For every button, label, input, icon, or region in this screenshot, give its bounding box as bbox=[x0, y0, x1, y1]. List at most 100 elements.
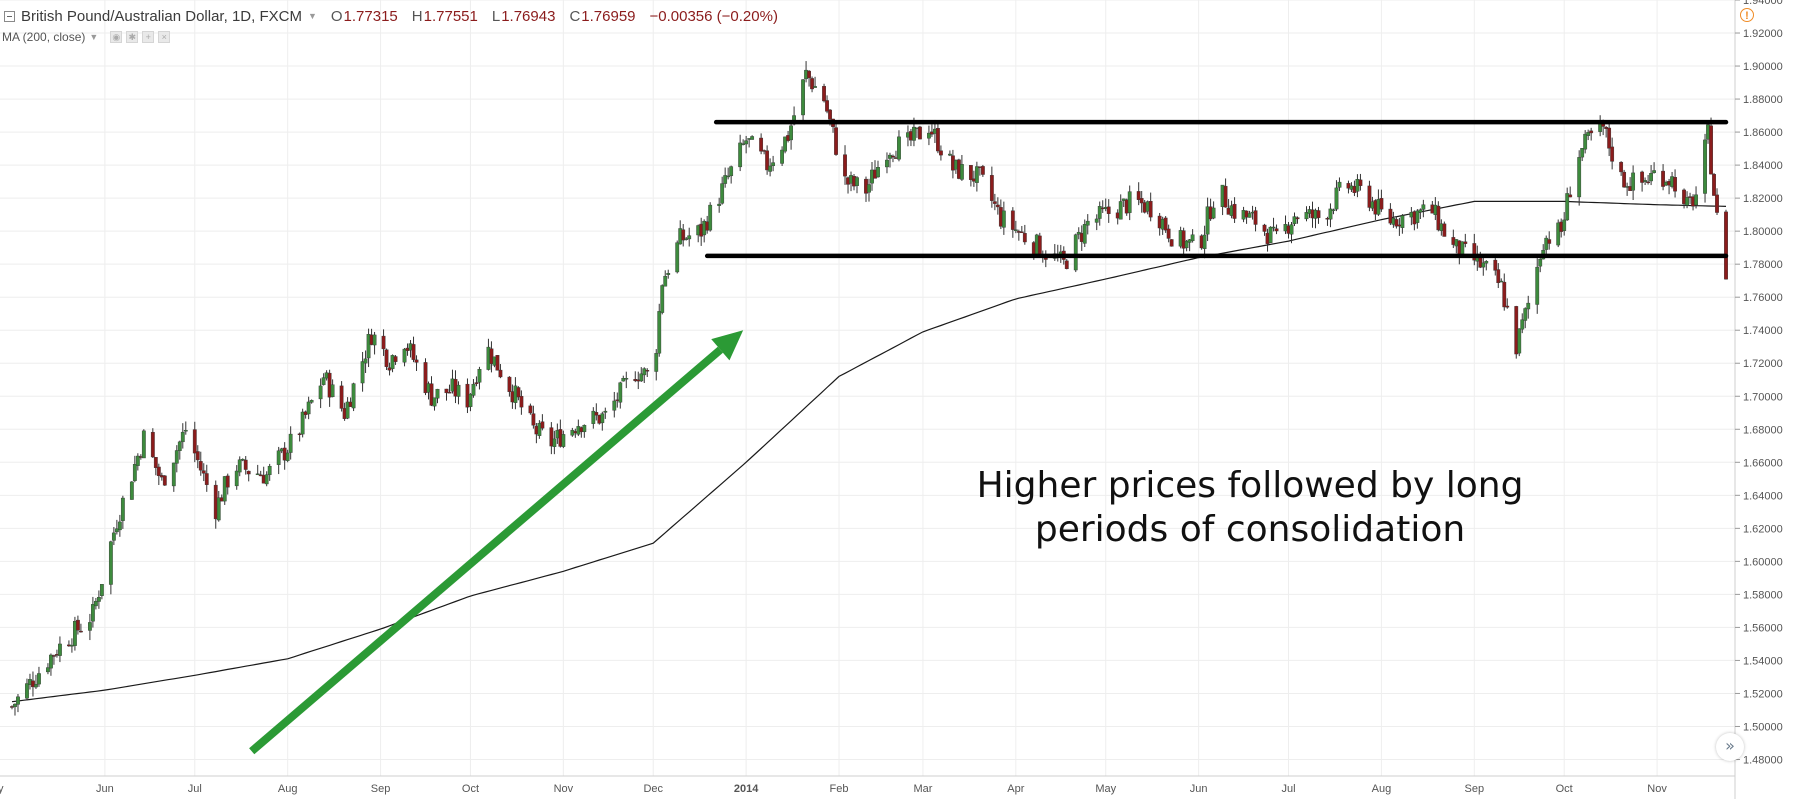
time-tick-label: y bbox=[0, 783, 4, 795]
candle-up bbox=[1520, 319, 1525, 330]
candle-up bbox=[974, 166, 979, 183]
candle-down bbox=[76, 619, 80, 631]
candle-up bbox=[855, 177, 859, 186]
candle-down bbox=[594, 412, 599, 416]
candle-down bbox=[1709, 125, 1713, 175]
candle-up bbox=[789, 125, 793, 141]
price-tick-label: 1.90000 bbox=[1743, 61, 1783, 73]
candle-up bbox=[1337, 181, 1342, 188]
candle-up bbox=[642, 368, 647, 376]
candle-up bbox=[666, 273, 671, 275]
time-tick-label: Nov bbox=[1647, 783, 1667, 795]
candle-up bbox=[1643, 180, 1648, 182]
close-icon[interactable]: × bbox=[158, 31, 171, 43]
candle-up bbox=[1268, 226, 1273, 243]
candle-down bbox=[1295, 217, 1300, 220]
candle-up bbox=[1190, 234, 1195, 241]
price-axis[interactable]: 1.48000 1.50000 1.52000 1.54000 1.56000 1.580… bbox=[1734, 0, 1783, 799]
candle-down bbox=[1136, 191, 1141, 200]
price-tick-label: 1.52000 bbox=[1743, 688, 1783, 700]
candle-up bbox=[46, 667, 50, 673]
price-tick-label: 1.78000 bbox=[1743, 259, 1783, 271]
scroll-right-icon[interactable]: » bbox=[1716, 733, 1744, 761]
candle-up bbox=[687, 235, 692, 240]
candle-up bbox=[618, 382, 623, 403]
price-tick-label: 1.72000 bbox=[1743, 358, 1783, 370]
ohlc-close: C1.76959 bbox=[569, 7, 636, 25]
indicator-label[interactable]: MA (200, close) bbox=[2, 30, 86, 44]
candle-up bbox=[1694, 194, 1698, 206]
candle-up bbox=[1118, 201, 1123, 220]
price-tick-label: 1.84000 bbox=[1743, 160, 1783, 172]
chevron-down-icon[interactable]: ▼ bbox=[307, 11, 317, 21]
candle-up bbox=[16, 696, 20, 705]
candle-down bbox=[1493, 259, 1498, 271]
candle-down bbox=[201, 470, 206, 474]
candle-down bbox=[1010, 210, 1015, 230]
candle-down bbox=[246, 470, 251, 475]
moving-average-200 bbox=[11, 200, 1727, 703]
annotation-line-2: periods of consolidation bbox=[1034, 509, 1466, 550]
ohlc-low: L1.76943 bbox=[491, 7, 556, 25]
price-tick-label: 1.64000 bbox=[1743, 490, 1783, 502]
candle-down bbox=[825, 100, 829, 112]
support-resistance-lines bbox=[704, 119, 1729, 259]
candle-down bbox=[1505, 305, 1510, 308]
candle-up bbox=[813, 86, 817, 88]
candle-up bbox=[1304, 212, 1309, 220]
candle-up bbox=[132, 463, 137, 481]
candle-down bbox=[1715, 194, 1719, 213]
candle-up bbox=[738, 142, 743, 168]
eye-icon[interactable]: ◉ bbox=[110, 31, 123, 43]
time-tick-label: Aug bbox=[1372, 783, 1392, 795]
candle-down bbox=[992, 201, 997, 204]
candle-up bbox=[1187, 239, 1192, 243]
time-tick-label: Feb bbox=[830, 783, 849, 795]
candle-up bbox=[390, 355, 395, 369]
candle-up bbox=[120, 497, 125, 521]
candle-down bbox=[498, 369, 503, 378]
symbol-title[interactable]: British Pound/Australian Dollar, 1D, FXC… bbox=[21, 7, 302, 25]
time-tick-label: May bbox=[1095, 783, 1116, 795]
candle-up bbox=[96, 597, 101, 602]
candle-down bbox=[1232, 203, 1237, 219]
candle-up bbox=[318, 385, 323, 400]
candle-up bbox=[435, 388, 440, 399]
chart-header: British Pound/Australian Dollar, 1D, FXC… bbox=[0, 4, 778, 28]
price-tick-label: 1.74000 bbox=[1743, 325, 1783, 337]
candle-up bbox=[37, 673, 41, 685]
candle-up bbox=[1085, 220, 1090, 226]
candle-up bbox=[897, 136, 901, 160]
candle-down bbox=[1388, 208, 1393, 224]
candle-down bbox=[968, 165, 973, 180]
candle-up bbox=[783, 136, 787, 152]
candle-down bbox=[1496, 269, 1501, 284]
time-axis[interactable]: y Jun Jul Aug Sep Oct Nov Dec 2014 Feb Mar Apr May Ju… bbox=[0, 775, 1735, 795]
candle-up bbox=[1544, 237, 1549, 250]
candle-up bbox=[1523, 308, 1528, 321]
chevron-down-icon[interactable]: ▼ bbox=[89, 32, 99, 42]
add-icon[interactable]: + bbox=[142, 31, 155, 43]
candle-up bbox=[1421, 204, 1426, 210]
collapse-icon[interactable] bbox=[4, 10, 15, 22]
alert-circle-icon[interactable]: ! bbox=[1740, 8, 1754, 22]
candle-up bbox=[264, 474, 269, 485]
candle-down bbox=[1223, 185, 1228, 208]
candle-up bbox=[1334, 187, 1339, 210]
candle-up bbox=[663, 275, 668, 287]
arrow-head bbox=[711, 330, 744, 361]
indicator-legend: MA (200, close) ▼ ◉ ✱ + × bbox=[2, 29, 171, 45]
candle-up bbox=[114, 528, 119, 533]
candle-up bbox=[321, 377, 326, 385]
candle-down bbox=[1064, 260, 1069, 270]
settings-icon[interactable]: ✱ bbox=[126, 31, 139, 43]
candle-down bbox=[1163, 217, 1168, 231]
candle-down bbox=[384, 349, 389, 367]
candle-up bbox=[99, 584, 104, 596]
price-tick-label: 1.58000 bbox=[1743, 589, 1783, 601]
candle-up bbox=[801, 79, 805, 116]
candle-up bbox=[1481, 262, 1486, 268]
candle-up bbox=[1580, 148, 1585, 158]
candle-down bbox=[822, 86, 826, 102]
